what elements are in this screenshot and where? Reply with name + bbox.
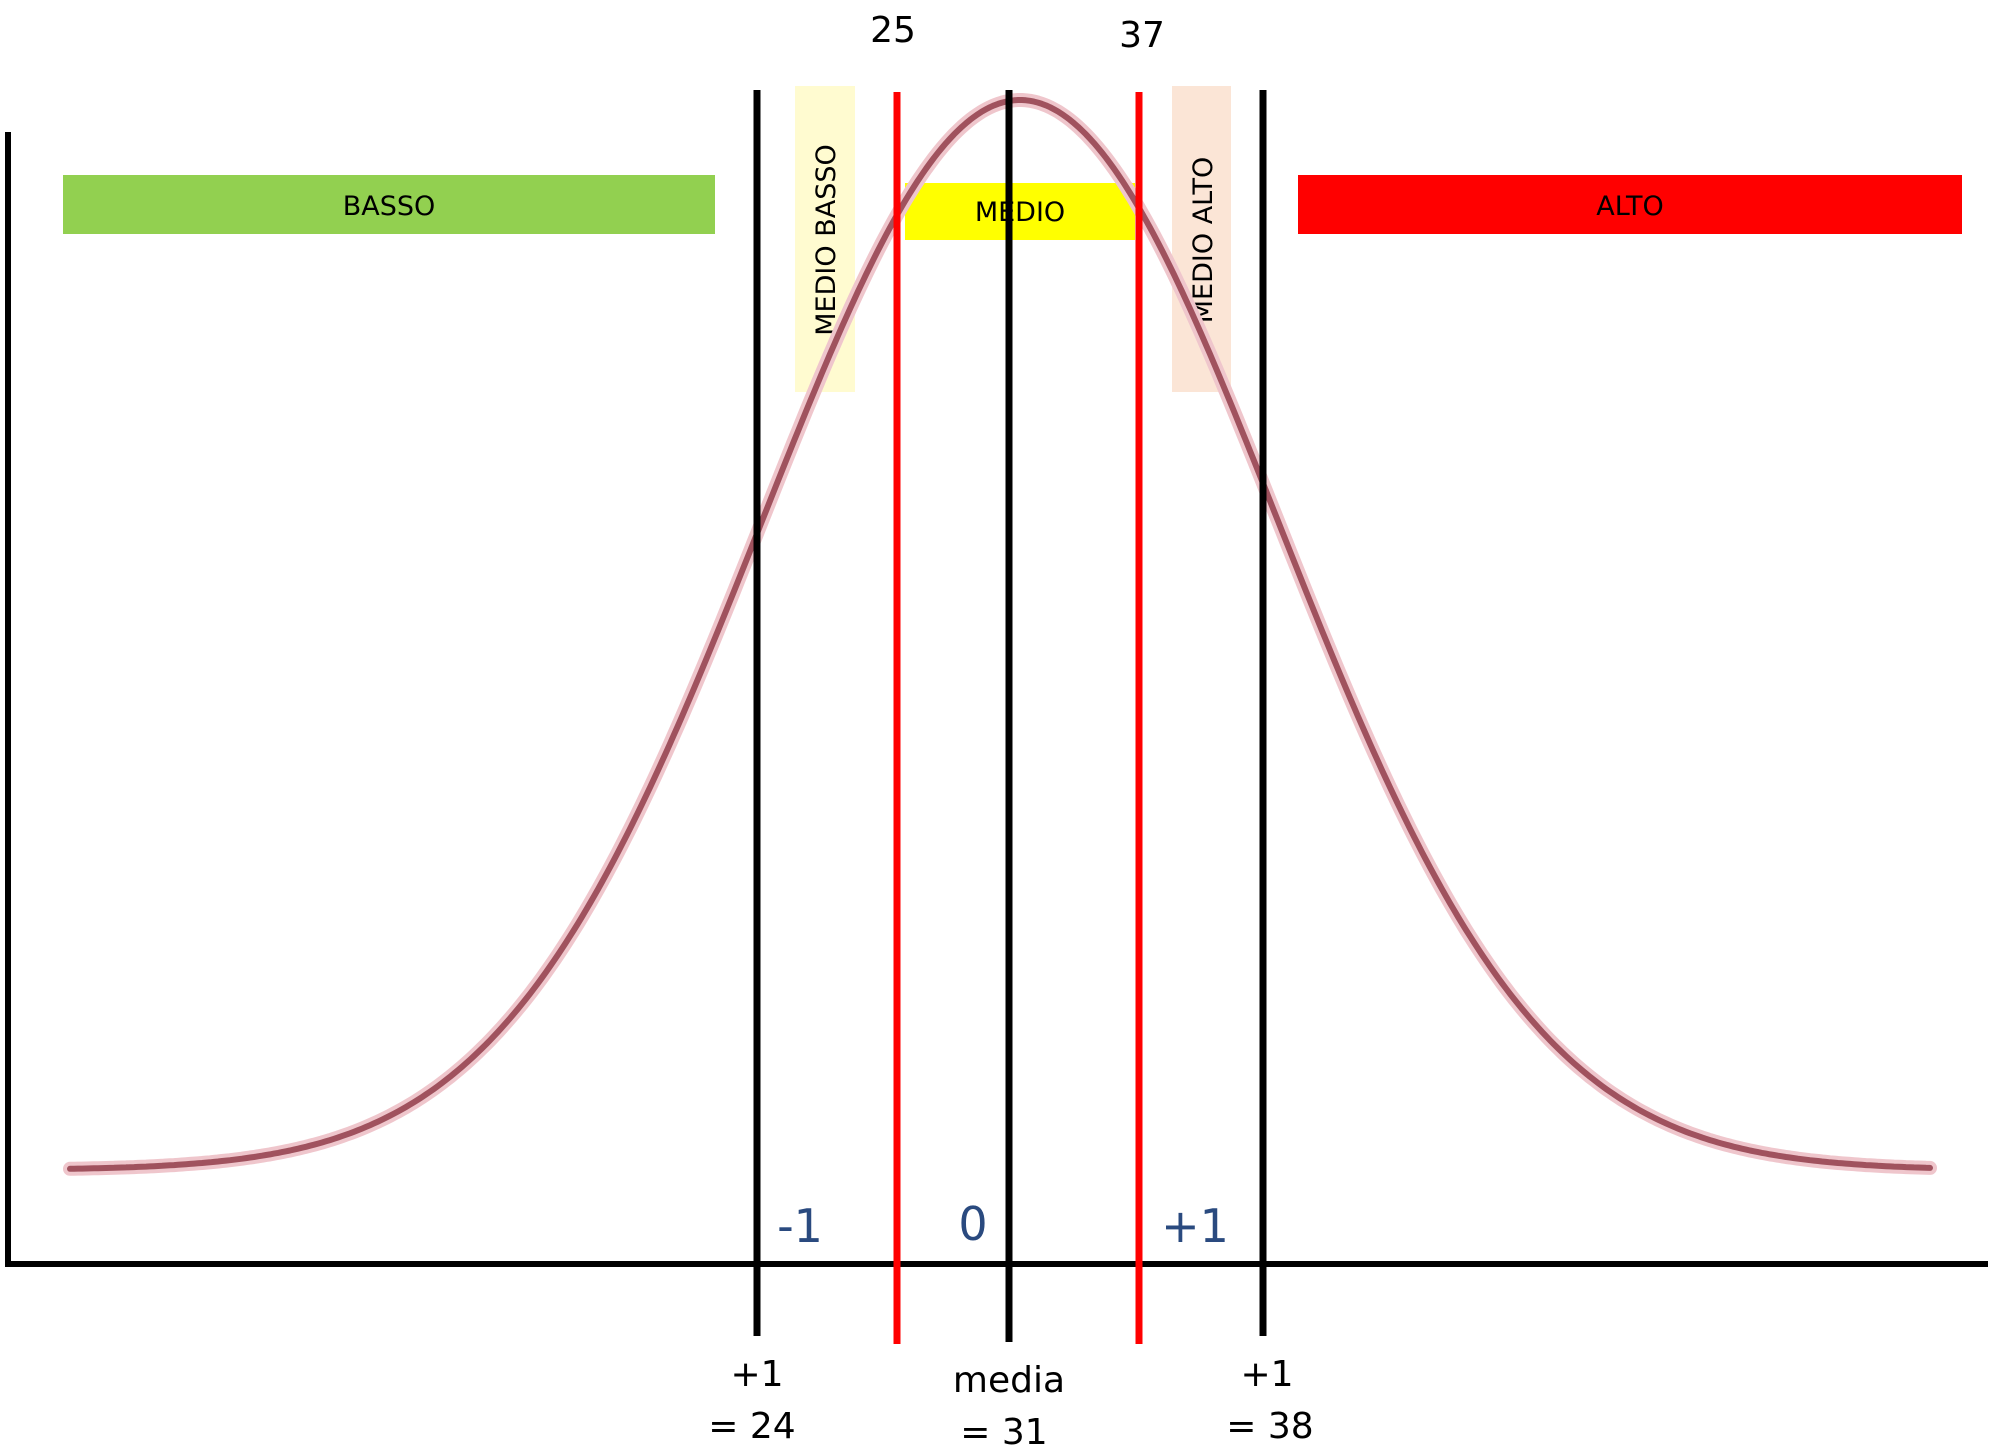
left-sd-label-top: +1 (730, 1354, 783, 1395)
threshold-low-label: 25 (870, 10, 916, 51)
band-medio-alto-label: MEDIO ALTO (1188, 157, 1219, 323)
normal-curve (67, 97, 1933, 1172)
threshold-high-label: 37 (1119, 15, 1165, 56)
sd-label-plus: +1 (1161, 1199, 1229, 1253)
left-sd-label-bottom: = 24 (708, 1406, 795, 1447)
band-alto-label: ALTO (1596, 191, 1664, 222)
band-medio-label: MEDIO (975, 197, 1065, 228)
band-alto (1298, 175, 1962, 234)
right-sd-label-bottom: = 38 (1226, 1406, 1313, 1447)
sd-label-zero: 0 (958, 1197, 987, 1251)
band-medio (905, 183, 1135, 240)
mean-label-top: media (953, 1360, 1065, 1401)
band-medio-basso (795, 86, 855, 392)
band-medio-basso-label: MEDIO BASSO (811, 144, 842, 335)
right-sd-label-top: +1 (1240, 1354, 1293, 1395)
band-basso-label: BASSO (343, 191, 436, 222)
mean-label-bottom: = 31 (960, 1412, 1047, 1453)
curve-glow (63, 93, 1937, 1176)
band-basso (63, 175, 715, 234)
sd-label-minus: -1 (777, 1199, 823, 1253)
